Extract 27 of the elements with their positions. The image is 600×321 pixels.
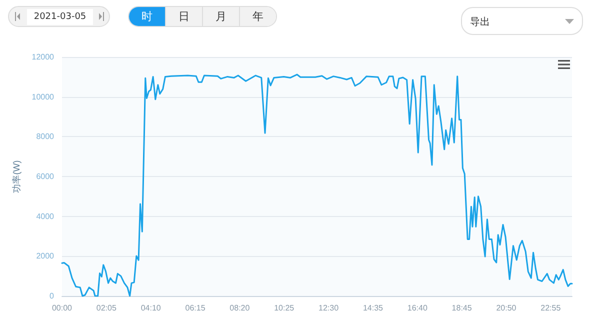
text: 时 [129, 7, 165, 26]
x-tick-label: 10:25 [274, 304, 295, 312]
y-tick-label: 12000 [32, 52, 55, 62]
y-tick-label: 8000 [36, 132, 55, 142]
x-tick-label: 04:10 [140, 304, 162, 312]
x-tick-label: 20:50 [496, 304, 517, 312]
y-tick-label: 4000 [36, 212, 55, 221]
x-tick-label: 00:00 [52, 304, 73, 312]
x-tick-label: 12:30 [318, 304, 340, 312]
y-axis-title: 功率(W) [11, 160, 22, 193]
text: 月 [202, 7, 239, 26]
text: 2021-03-05 [27, 9, 93, 25]
text: 导出 [470, 16, 490, 29]
x-tick-label: 08:20 [230, 304, 250, 312]
x-tick-label: 06:15 [185, 304, 206, 312]
x-tick-label: 14:35 [362, 304, 384, 312]
x-tick-label: 02:05 [96, 304, 117, 312]
y-tick-label: 2000 [36, 252, 55, 261]
x-tick-label: 18:45 [452, 304, 472, 312]
y-tick-label: 0 [50, 292, 55, 300]
y-tick-label: 10000 [32, 92, 55, 102]
text: 年 [239, 7, 276, 26]
line-series [61, 74, 573, 297]
x-tick-label: 16:40 [407, 304, 428, 312]
y-tick-label: 6000 [36, 172, 55, 181]
text: 日 [165, 7, 202, 26]
x-tick-label: 22:55 [540, 304, 562, 312]
